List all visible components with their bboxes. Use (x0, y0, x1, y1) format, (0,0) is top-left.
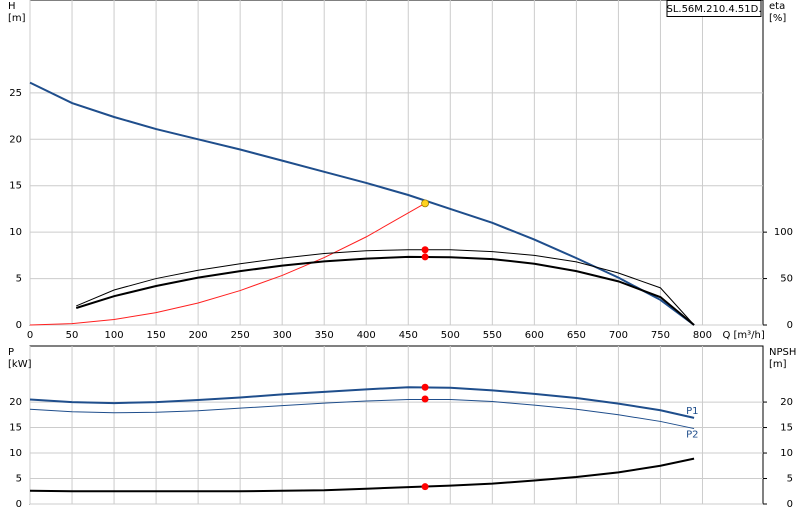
y-tick-label: 10 (9, 227, 22, 238)
chart-title: SL.56M.210.4.51D. (666, 4, 761, 15)
curve (76, 249, 695, 326)
curve (29, 81, 695, 326)
x-axis-label: Q [m³/h] (722, 330, 764, 341)
curve (29, 457, 695, 493)
x-tick-label: 200 (189, 330, 208, 341)
curve (29, 399, 695, 430)
duty-point (421, 253, 429, 261)
x-tick-label: 0 (27, 330, 33, 341)
x-tick-label: 100 (105, 330, 124, 341)
title-box (666, 0, 762, 17)
duty-point (421, 383, 429, 391)
duty-point (421, 199, 429, 208)
y2-tick-label: 10 (780, 448, 793, 459)
y-tick-label: 15 (9, 181, 22, 192)
y2-tick-label: 20 (780, 397, 793, 408)
x-tick-label: 400 (357, 330, 376, 341)
duty-point (421, 246, 429, 254)
y2-axis-label: eta (769, 1, 785, 12)
x-tick-label: 650 (567, 330, 586, 341)
y-tick-label: 5 (16, 474, 22, 485)
y-axis-unit: [kW] (8, 359, 32, 370)
y-tick-label: 0 (16, 499, 22, 510)
curve-label: P1 (686, 406, 698, 417)
y-axis-label: H (8, 1, 16, 12)
x-tick-label: 700 (609, 330, 628, 341)
y-tick-label: 0 (16, 320, 22, 331)
curve (75, 255, 695, 326)
y-tick-label: 15 (9, 423, 22, 434)
x-tick-label: 150 (147, 330, 166, 341)
duty-point (421, 483, 429, 491)
y-tick-label: 20 (9, 397, 22, 408)
y2-tick-label: 0 (787, 320, 793, 331)
y2-axis-unit: [%] (769, 13, 786, 24)
x-tick-label: 500 (441, 330, 460, 341)
x-tick-label: 450 (399, 330, 418, 341)
y-tick-label: 5 (16, 274, 22, 285)
y2-axis-unit: [m] (769, 359, 787, 370)
y-axis-label: P (8, 347, 14, 358)
plot-frame (29, 345, 764, 505)
x-tick-label: 250 (231, 330, 250, 341)
y-tick-label: 20 (9, 134, 22, 145)
x-tick-label: 750 (651, 330, 670, 341)
y-tick-label: 25 (9, 88, 22, 99)
x-tick-label: 300 (273, 330, 292, 341)
duty-point (421, 395, 429, 403)
x-tick-label: 350 (315, 330, 334, 341)
x-tick-label: 800 (693, 330, 712, 341)
plot-frame (29, 0, 764, 326)
y2-tick-label: 15 (780, 423, 793, 434)
y2-tick-label: 100 (774, 227, 793, 238)
x-tick-label: 600 (525, 330, 544, 341)
y2-tick-label: 5 (787, 474, 793, 485)
y-axis-unit: [m] (8, 13, 26, 24)
curve (29, 386, 695, 419)
y2-tick-label: 50 (780, 274, 793, 285)
curve-label: P2 (686, 430, 698, 441)
curve (29, 202, 426, 326)
y-tick-label: 10 (9, 448, 22, 459)
y2-tick-label: 0 (787, 499, 793, 510)
x-tick-label: 50 (66, 330, 79, 341)
x-tick-label: 550 (483, 330, 502, 341)
y2-axis-label: NPSH (769, 347, 796, 358)
